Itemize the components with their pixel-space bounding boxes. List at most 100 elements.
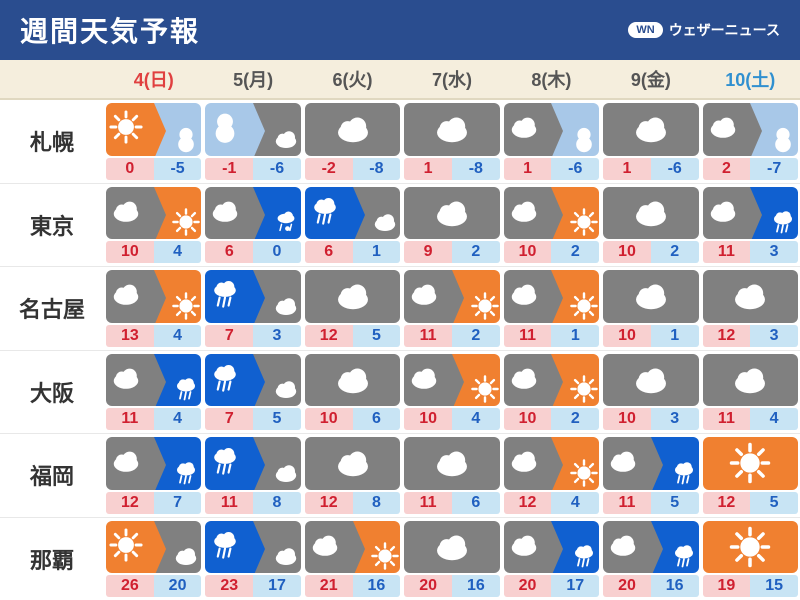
- temperature-bar: 2116: [305, 575, 400, 597]
- temp-low: 1: [651, 325, 699, 347]
- temp-high: 10: [504, 241, 552, 263]
- forecast-cell: 127: [104, 434, 203, 517]
- forecast-cell: 124: [502, 434, 601, 517]
- day-header: 4(日): [104, 60, 203, 98]
- city-label: 福岡: [0, 434, 104, 517]
- weather-icon: [305, 103, 400, 156]
- temperature-bar: 102: [504, 408, 599, 430]
- weather-icon: [106, 187, 201, 240]
- forecast-cell: 2620: [104, 518, 203, 600]
- temperature-bar: 2620: [106, 575, 201, 597]
- temp-high: 12: [504, 492, 552, 514]
- temp-low: -6: [651, 158, 699, 180]
- temperature-bar: 102: [504, 241, 599, 263]
- temperature-bar: 125: [703, 492, 798, 514]
- forecast-cell: 101: [601, 267, 700, 350]
- temp-high: 6: [205, 241, 253, 263]
- day-header: 6(火): [303, 60, 402, 98]
- temp-low: 2: [452, 325, 500, 347]
- weather-icon: [703, 270, 798, 323]
- temp-high: 11: [106, 408, 154, 430]
- temp-high: 20: [404, 575, 452, 597]
- temp-high: 11: [603, 492, 651, 514]
- temp-low: -7: [750, 158, 798, 180]
- temp-low: 2: [651, 241, 699, 263]
- temp-high: 6: [305, 241, 353, 263]
- page-title: 週間天気予報: [20, 10, 200, 50]
- temp-high: 12: [703, 325, 751, 347]
- temp-high: 12: [305, 325, 353, 347]
- temp-low: 1: [551, 325, 599, 347]
- temp-high: 9: [404, 241, 452, 263]
- forecast-cell: 61: [303, 184, 402, 267]
- brand-badge: WN: [628, 22, 662, 38]
- temp-high: 13: [106, 325, 154, 347]
- forecast-cell: 114: [701, 351, 800, 434]
- header-bar: 週間天気予報 WN ウェザーニュース: [0, 0, 800, 60]
- weather-icon: [404, 103, 499, 156]
- temperature-bar: -1-6: [205, 158, 300, 180]
- temperature-bar: 125: [305, 325, 400, 347]
- weather-icon: [703, 354, 798, 407]
- temp-high: 10: [404, 408, 452, 430]
- temp-low: 6: [353, 408, 401, 430]
- temp-low: 1: [353, 241, 401, 263]
- city-row: 大阪11475106104102103114: [0, 351, 800, 435]
- temperature-bar: 123: [703, 325, 798, 347]
- city-row: 福岡127118128116124115125: [0, 434, 800, 518]
- forecast-cell: 128: [303, 434, 402, 517]
- temperature-bar: 111: [504, 325, 599, 347]
- temperature-bar: 103: [603, 408, 698, 430]
- temperature-bar: 116: [404, 492, 499, 514]
- forecast-cell: 102: [502, 184, 601, 267]
- weather-icon: [305, 437, 400, 490]
- temperature-bar: 124: [504, 492, 599, 514]
- temp-high: 20: [504, 575, 552, 597]
- temperature-bar: 118: [205, 492, 300, 514]
- weather-icon: [106, 103, 201, 156]
- temperature-bar: 104: [404, 408, 499, 430]
- temp-low: 3: [750, 325, 798, 347]
- forecast-cell: 1-6: [502, 100, 601, 183]
- forecast-cell: 2116: [303, 518, 402, 600]
- temp-low: 5: [253, 408, 301, 430]
- weather-icon: [703, 521, 798, 574]
- weather-icon: [603, 187, 698, 240]
- temperature-bar: 128: [305, 492, 400, 514]
- temperature-bar: 114: [703, 408, 798, 430]
- temp-low: 5: [651, 492, 699, 514]
- weather-icon: [404, 437, 499, 490]
- weather-icon: [703, 437, 798, 490]
- temperature-bar: 75: [205, 408, 300, 430]
- temp-low: 4: [154, 408, 202, 430]
- temp-low: 4: [750, 408, 798, 430]
- temp-low: 0: [253, 241, 301, 263]
- temperature-bar: 1-6: [504, 158, 599, 180]
- temp-high: 19: [703, 575, 751, 597]
- temperature-bar: 134: [106, 325, 201, 347]
- temp-high: 0: [106, 158, 154, 180]
- temp-low: 2: [551, 408, 599, 430]
- forecast-cell: 113: [701, 184, 800, 267]
- forecast-cell: 1-8: [402, 100, 501, 183]
- temp-low: 5: [353, 325, 401, 347]
- temp-high: 1: [504, 158, 552, 180]
- city-row: 東京104606192102102113: [0, 184, 800, 268]
- temperature-bar: 60: [205, 241, 300, 263]
- temp-high: 10: [603, 241, 651, 263]
- weather-icon: [205, 270, 300, 323]
- temp-high: -2: [305, 158, 353, 180]
- temp-high: 11: [404, 325, 452, 347]
- weather-icon: [106, 354, 201, 407]
- weather-icon: [404, 187, 499, 240]
- day-header: 7(水): [402, 60, 501, 98]
- temp-high: 10: [106, 241, 154, 263]
- forecast-grid: 札幌0-5-1-6-2-81-81-61-62-7東京1046061921021…: [0, 100, 800, 600]
- temp-low: 8: [353, 492, 401, 514]
- temp-high: 10: [305, 408, 353, 430]
- brand-text: ウェザーニュース: [669, 20, 780, 40]
- forecast-cell: 103: [601, 351, 700, 434]
- temp-high: 11: [404, 492, 452, 514]
- temperature-bar: 92: [404, 241, 499, 263]
- day-header: 8(木): [502, 60, 601, 98]
